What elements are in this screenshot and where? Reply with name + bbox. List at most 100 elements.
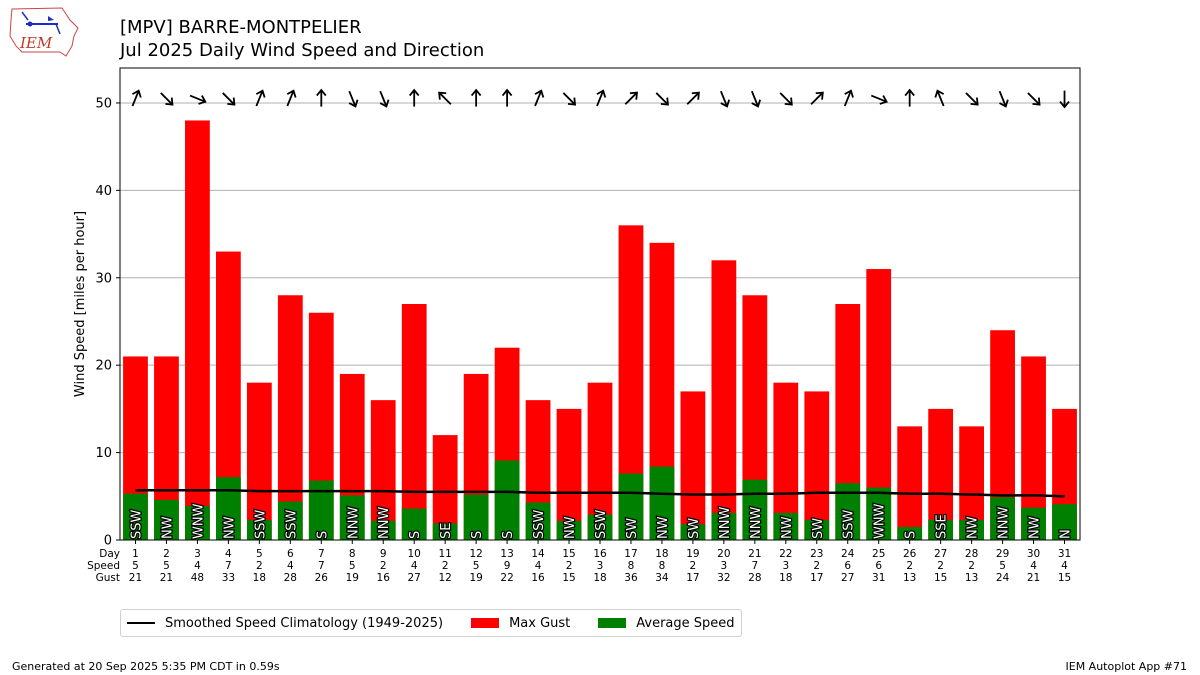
day-label: 17 [624,548,637,560]
direction-label: NNW [749,507,764,539]
gust-value-label: 15 [1058,572,1071,584]
speed-value-label: 4 [1030,560,1037,572]
speed-value-label: 2 [906,560,913,572]
direction-label: WNW [873,503,888,539]
speed-value-label: 5 [473,560,480,572]
gust-value-label: 21 [160,572,173,584]
gust-value-label: 15 [934,572,947,584]
gust-value-label: 24 [996,572,1010,584]
speed-value-label: 4 [287,560,294,572]
legend-item-climatology: Smoothed Speed Climatology (1949-2025) [127,616,443,631]
speed-value-label: 7 [318,560,325,572]
gust-value-label: 18 [593,572,606,584]
speed-value-label: 4 [1061,560,1068,572]
speed-value-label: 5 [349,560,356,572]
wind-arrow [965,92,979,106]
speed-bar [277,501,303,540]
direction-label: NNW [346,507,361,539]
gust-value-label: 28 [284,572,297,584]
direction-label: NNW [377,507,392,539]
direction-label: N [1059,529,1074,539]
wind-arrow [348,90,359,108]
speed-bar [339,495,365,540]
chart-title-period: Jul 2025 Daily Wind Speed and Direction [120,40,485,61]
wind-arrow [1027,92,1041,106]
speed-value-label: 3 [721,560,728,572]
gust-bar [928,408,954,540]
direction-label: SSW [594,509,609,539]
day-label: 14 [531,548,545,560]
row-label: Gust [96,572,120,584]
speed-bar [1021,507,1046,540]
gust-value-label: 19 [346,572,359,584]
speed-value-label: 3 [597,560,604,572]
day-label: 1 [132,548,139,560]
day-label: 12 [469,548,482,560]
y-tick-label: 0 [104,534,112,549]
gust-bar [246,382,272,540]
day-label: 19 [686,548,699,560]
speed-value-label: 2 [813,560,820,572]
speed-value-label: 6 [875,560,882,572]
day-label: 6 [287,548,294,560]
wind-arrow [316,88,327,107]
speed-bar [897,526,923,540]
wind-arrow [870,94,888,105]
svg-text:IEM: IEM [19,34,53,52]
gust-bar [401,304,427,540]
generated-timestamp: Generated at 20 Sep 2025 5:35 PM CDT in … [12,660,280,673]
wind-arrow [596,89,607,107]
wind-arrow [286,89,297,107]
wind-arrow [686,91,700,105]
speed-value-label: 2 [937,560,944,572]
wind-arrow [534,89,545,107]
speed-value-label: 2 [566,560,573,572]
gust-bar [804,391,830,540]
day-label: 3 [194,548,201,560]
gust-value-label: 32 [717,572,730,584]
direction-label: SSW [129,509,144,539]
gust-value-label: 34 [655,572,669,584]
speed-value-label: 5 [163,560,170,572]
speed-bar [804,519,830,540]
direction-label: SSW [532,509,547,539]
y-axis-label: Wind Speed [miles per hour] [73,211,88,397]
gust-bar [587,382,613,540]
speed-bar [990,497,1015,540]
direction-label: SSW [253,509,268,539]
day-label: 2 [163,548,170,560]
wind-arrow [998,90,1009,108]
wind-arrow [562,92,577,106]
day-label: 9 [380,548,387,560]
wind-arrow [904,88,915,107]
speed-value-label: 8 [659,560,666,572]
speed-value-label: 8 [628,560,635,572]
chart-legend: Smoothed Speed Climatology (1949-2025) M… [120,609,742,637]
wind-arrow [501,88,513,107]
gust-value-label: 27 [841,572,854,584]
gust-value-label: 21 [129,572,142,584]
direction-label: S [408,531,423,539]
day-label: 28 [965,548,978,560]
speed-bar [680,524,706,540]
gust-bar [680,391,706,540]
legend-label-climatology: Smoothed Speed Climatology (1949-2025) [165,615,444,631]
gust-value-label: 21 [1027,572,1040,584]
chart-title-station: [MPV] BARRE-MONTPELIER [120,17,362,38]
speed-value-label: 9 [504,560,511,572]
y-tick-label: 10 [95,446,112,461]
direction-label: SW [625,518,640,539]
gust-value-label: 33 [222,572,235,584]
wind-arrow [379,90,390,108]
direction-label: NW [1028,516,1043,539]
direction-label: S [501,531,516,539]
speed-bar [711,512,737,540]
direction-label: NW [780,516,795,539]
day-label: 7 [318,548,325,560]
wind-arrow [222,92,236,106]
day-label: 5 [256,548,263,560]
day-label: 21 [748,548,761,560]
direction-label: NW [966,516,981,539]
wind-arrow [624,91,638,105]
